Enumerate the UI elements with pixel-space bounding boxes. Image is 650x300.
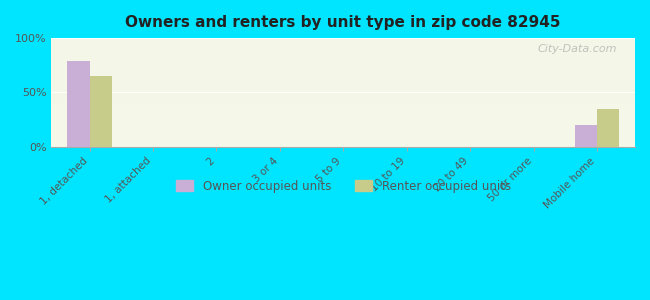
Legend: Owner occupied units, Renter occupied units: Owner occupied units, Renter occupied un… — [171, 175, 515, 197]
Bar — [575, 125, 597, 147]
Bar — [597, 109, 619, 147]
Text: City-Data.com: City-Data.com — [538, 44, 617, 53]
Title: Owners and renters by unit type in zip code 82945: Owners and renters by unit type in zip c… — [125, 15, 561, 30]
Bar — [90, 76, 112, 147]
Bar — [68, 61, 90, 147]
